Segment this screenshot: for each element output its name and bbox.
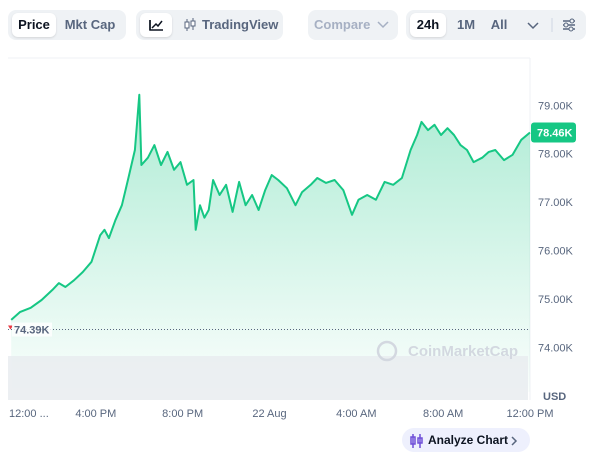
reference-label-bg xyxy=(12,322,52,337)
chart-type-tabs: TradingView xyxy=(136,10,283,40)
y-tick-label: 76.00K xyxy=(538,246,574,258)
y-unit: USD xyxy=(543,391,566,403)
analyze-icon xyxy=(410,434,423,448)
range-all[interactable]: All xyxy=(490,17,508,32)
x-tick-label: 8:00 AM xyxy=(423,408,463,420)
y-tick-label: 77.00K xyxy=(538,197,574,209)
last-price-badge xyxy=(531,122,576,143)
reference-marker xyxy=(8,325,13,330)
tradingview-label: TradingView xyxy=(202,17,279,32)
reference-label: 74.39K xyxy=(14,324,50,336)
price-area xyxy=(11,94,530,393)
x-tick-label: 22 Aug xyxy=(252,408,286,420)
range-extras xyxy=(527,18,575,32)
candle-icon xyxy=(184,18,196,31)
analyze-chart-label: Analyze Chart xyxy=(428,433,508,447)
x-tick-label: 12:00 ... xyxy=(9,408,49,420)
analyze-chevron xyxy=(511,436,518,446)
y-tick-label: 75.00K xyxy=(538,294,574,306)
watermark: CoinMarketCap xyxy=(408,343,518,360)
price-line xyxy=(10,93,531,321)
type-tabs: Price Mkt Cap xyxy=(8,10,126,40)
x-tick-label: 12:00 PM xyxy=(506,408,553,420)
tab-mkt-cap[interactable]: Mkt Cap xyxy=(64,17,116,32)
analyze-chart-button[interactable] xyxy=(402,428,530,452)
y-tick-label: 79.00K xyxy=(538,100,574,112)
watermark-logo xyxy=(376,340,398,362)
volume-band xyxy=(8,356,528,400)
compare-label: Compare xyxy=(314,17,371,32)
range-tabs: 24h 1M All xyxy=(406,10,586,40)
last-price-label: 78.46K xyxy=(537,127,573,139)
range-1m[interactable]: 1M xyxy=(456,17,476,32)
chevron xyxy=(377,21,389,29)
tradingview-button[interactable]: TradingView xyxy=(178,13,280,37)
compare-button[interactable]: Compare xyxy=(308,10,398,40)
range-24h[interactable]: 24h xyxy=(410,13,446,37)
line-chart-button[interactable] xyxy=(140,13,172,37)
y-tick-label: 78.00K xyxy=(538,149,574,161)
tab-price[interactable]: Price xyxy=(12,13,56,37)
x-tick-label: 8:00 PM xyxy=(162,408,203,420)
y-tick-label: 74.00K xyxy=(538,342,574,354)
line-icon xyxy=(149,20,163,31)
x-tick-label: 4:00 PM xyxy=(75,408,116,420)
x-tick-label: 4:00 AM xyxy=(336,408,376,420)
